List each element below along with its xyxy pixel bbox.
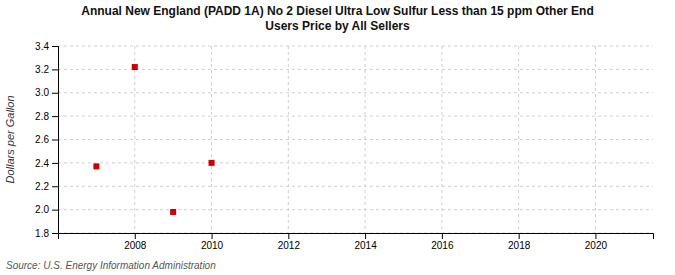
tick-mark — [52, 46, 58, 47]
tick: 2012 — [278, 233, 301, 251]
grid-line — [58, 209, 653, 210]
grid-line — [211, 46, 212, 233]
annotation: Source: U.S. Energy Information Administ… — [6, 260, 216, 271]
grid-line — [58, 186, 653, 187]
tick: 2018 — [508, 233, 531, 251]
tick: 2.2 — [35, 181, 58, 192]
tick-mark — [52, 93, 58, 94]
tick-mark — [52, 233, 58, 234]
tick-label: 2.6 — [35, 134, 49, 145]
grid-line — [134, 46, 135, 233]
plot: 2008 2010 2012 2014 2016 2018 2020 1.8 2.0 2.2 2.4… — [35, 41, 653, 251]
tick: 2.0 — [35, 204, 58, 215]
tick-mark — [52, 116, 58, 117]
grid-line — [58, 46, 653, 47]
tick-label: 2010 — [201, 240, 224, 251]
axis-line — [59, 234, 654, 240]
tick-label: 2008 — [124, 240, 147, 251]
points — [93, 64, 214, 215]
tick-label: 2.2 — [35, 181, 49, 192]
tick-mark — [52, 186, 58, 187]
grid-line — [58, 116, 653, 117]
tick-label: 2.4 — [35, 158, 49, 169]
tick-label: 2.8 — [35, 111, 49, 122]
tick: 2014 — [354, 233, 377, 251]
grid-line — [58, 162, 653, 163]
tick-label: 3.2 — [35, 64, 49, 75]
tick-mark — [212, 233, 213, 239]
tick: 3.2 — [35, 64, 58, 75]
tick: 2.4 — [35, 158, 58, 169]
x-axis: 2008 2010 2012 2014 2016 2018 2020 — [59, 233, 654, 251]
title-line: Annual New England (PADD 1A) No 2 Diesel… — [81, 4, 594, 18]
grid-line — [518, 46, 519, 233]
tick: 2016 — [431, 233, 454, 251]
y-axis: 1.8 2.0 2.2 2.4 2.6 2.8 3.0 3.2 3.4 — [35, 41, 58, 239]
tick-mark — [365, 233, 366, 239]
tick-mark — [52, 140, 58, 141]
axis-line — [52, 47, 59, 234]
tick-label: 1.8 — [35, 228, 49, 239]
point — [170, 209, 176, 215]
tick-mark — [595, 233, 596, 239]
tick-mark — [135, 233, 136, 239]
grid-line — [58, 92, 653, 93]
y-axis-title: Dollars per Gallon — [4, 95, 16, 183]
grid-line — [58, 139, 653, 140]
point — [132, 64, 138, 70]
tick: 2.6 — [35, 134, 58, 145]
grid — [58, 46, 653, 233]
tick: 3.0 — [35, 87, 58, 98]
point — [209, 160, 215, 166]
chart: 2008 2010 2012 2014 2016 2018 2020 1.8 2.0 2.2 2.4… — [0, 0, 675, 275]
tick-label: 2.0 — [35, 204, 49, 215]
grid-line — [595, 46, 596, 233]
tick-mark — [52, 210, 58, 211]
tick: 2010 — [201, 233, 224, 251]
tick-mark — [52, 69, 58, 70]
tick: 2008 — [124, 233, 147, 251]
title: Annual New England (PADD 1A) No 2 Diesel… — [81, 4, 594, 33]
tick-label: 2014 — [354, 240, 377, 251]
tick-label: 3.0 — [35, 87, 49, 98]
tick-mark — [288, 233, 289, 239]
title-line: Users Price by All Sellers — [265, 19, 410, 33]
tick-mark — [519, 233, 520, 239]
tick-mark — [442, 233, 443, 239]
tick-label: 3.4 — [35, 41, 49, 52]
tick-mark — [52, 163, 58, 164]
tick: 2020 — [585, 233, 608, 251]
tick: 2.8 — [35, 111, 58, 122]
tick-label: 2016 — [431, 240, 454, 251]
tick-label: 2018 — [508, 240, 531, 251]
point — [93, 163, 99, 169]
tick: 3.4 — [35, 41, 58, 52]
tick-label: 2012 — [278, 240, 301, 251]
grid-line — [58, 69, 653, 70]
tick: 1.8 — [35, 228, 58, 239]
tick-label: 2020 — [585, 240, 608, 251]
